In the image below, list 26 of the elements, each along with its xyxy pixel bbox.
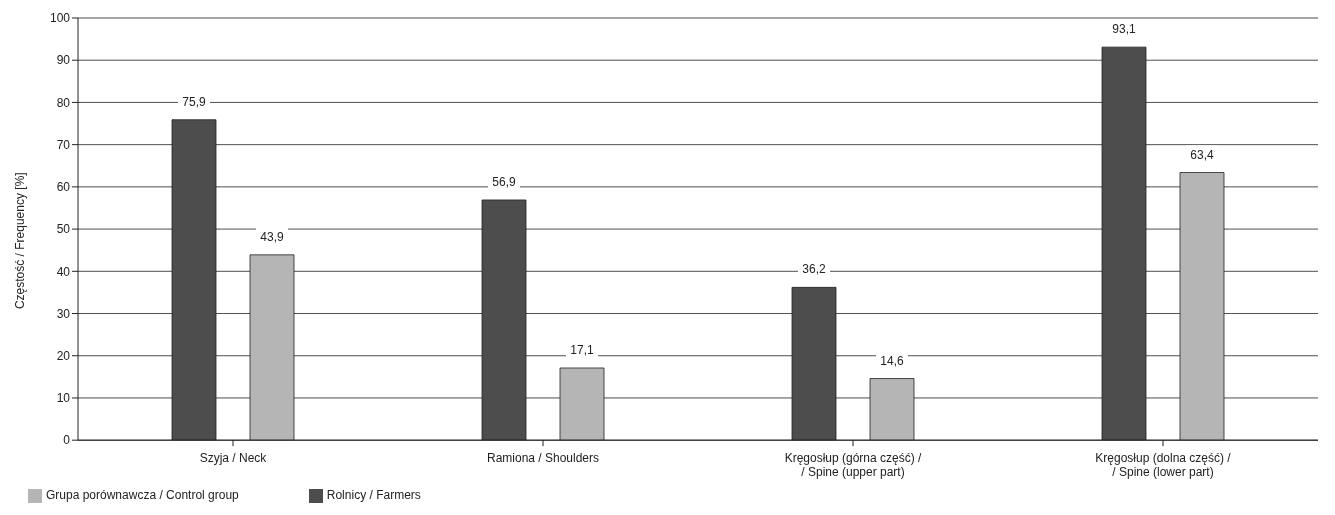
data-label: 93,1 <box>1112 22 1136 37</box>
y-tick-label: 80 <box>56 95 71 110</box>
data-label: 36,2 <box>802 262 826 277</box>
y-tick-label: 100 <box>49 11 71 26</box>
data-label: 63,4 <box>1190 147 1214 162</box>
y-tick-label: 50 <box>56 222 71 237</box>
data-label: 43,9 <box>260 229 284 244</box>
x-tick-label: Ramiona / Shoulders <box>486 451 600 466</box>
legend-label: Rolnicy / Farmers <box>326 488 421 503</box>
y-tick-label: 40 <box>56 264 71 279</box>
y-tick-label: 10 <box>56 391 71 406</box>
y-tick-label: 90 <box>56 53 71 68</box>
legend-label: Grupa porównawcza / Control group <box>46 488 239 503</box>
data-label: 14,6 <box>880 353 904 368</box>
x-tick-label: Kręgosłup (górna część) / / Spine (upper part) <box>784 451 923 480</box>
y-tick-label: 60 <box>56 180 71 195</box>
data-label: 17,1 <box>570 342 594 357</box>
y-tick-label: 30 <box>56 306 71 321</box>
data-label: 75,9 <box>182 94 206 109</box>
x-tick-label: Szyja / Neck <box>199 451 268 466</box>
data-label: 56,9 <box>492 174 516 189</box>
y-tick-label: 20 <box>56 349 71 363</box>
y-tick-label: 70 <box>56 137 71 152</box>
y-axis-title: Częstość / Frequency [%] <box>13 172 28 310</box>
x-tick-label: Kręgosłup (dolna część) / / Spine (lower part) <box>1095 451 1232 480</box>
y-tick-label: 0 <box>63 433 71 448</box>
